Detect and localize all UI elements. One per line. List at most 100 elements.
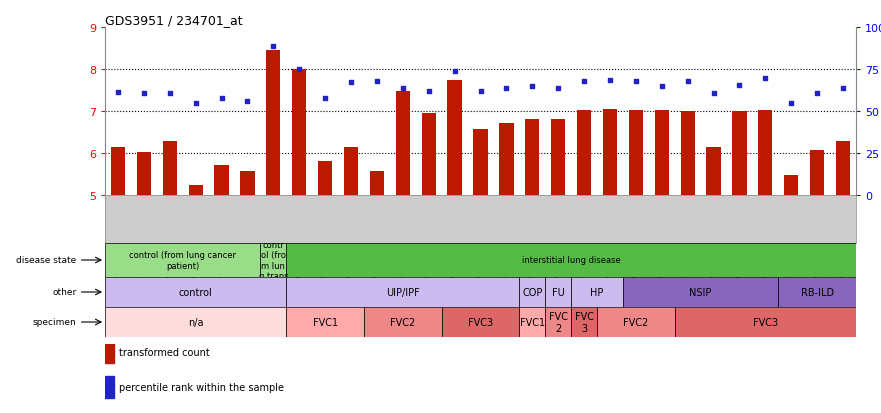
- Text: control (from lung cancer
patient): control (from lung cancer patient): [130, 251, 236, 270]
- Point: [318, 95, 332, 102]
- Text: other: other: [52, 288, 77, 297]
- Point: [292, 66, 307, 73]
- Point: [629, 78, 643, 85]
- FancyBboxPatch shape: [286, 277, 519, 307]
- FancyBboxPatch shape: [519, 277, 545, 307]
- Bar: [810, 150, 825, 195]
- Point: [500, 85, 514, 92]
- Text: FVC3: FVC3: [752, 317, 778, 327]
- Point: [473, 88, 487, 95]
- Point: [577, 78, 591, 85]
- Text: GDS3951 / 234701_at: GDS3951 / 234701_at: [105, 14, 242, 27]
- Bar: [111, 147, 125, 195]
- Point: [396, 85, 410, 92]
- FancyBboxPatch shape: [261, 243, 286, 277]
- FancyBboxPatch shape: [286, 307, 364, 337]
- FancyBboxPatch shape: [545, 277, 571, 307]
- Text: n/a: n/a: [188, 317, 204, 327]
- Point: [422, 88, 436, 95]
- Point: [189, 100, 203, 107]
- Bar: [105, 376, 114, 398]
- FancyBboxPatch shape: [364, 307, 441, 337]
- Bar: [448, 80, 462, 195]
- Bar: [105, 342, 114, 363]
- Text: RB-ILD: RB-ILD: [801, 287, 833, 297]
- Bar: [759, 111, 773, 195]
- Point: [111, 90, 125, 96]
- FancyBboxPatch shape: [571, 307, 597, 337]
- Text: transformed count: transformed count: [119, 347, 210, 357]
- Point: [525, 83, 539, 90]
- Point: [448, 69, 462, 75]
- Text: FVC
3: FVC 3: [574, 311, 594, 333]
- Bar: [241, 172, 255, 195]
- Bar: [525, 119, 539, 195]
- Text: interstitial lung disease: interstitial lung disease: [522, 256, 620, 265]
- Point: [370, 78, 384, 85]
- Bar: [680, 112, 695, 195]
- FancyBboxPatch shape: [105, 277, 286, 307]
- Point: [241, 98, 255, 104]
- Point: [836, 85, 850, 92]
- FancyBboxPatch shape: [519, 307, 545, 337]
- Point: [603, 77, 617, 83]
- Text: COP: COP: [522, 287, 543, 297]
- Text: FVC2: FVC2: [390, 317, 416, 327]
- Bar: [629, 111, 643, 195]
- Text: FU: FU: [552, 287, 565, 297]
- Bar: [396, 92, 410, 195]
- Bar: [266, 51, 280, 195]
- Bar: [552, 119, 566, 195]
- Bar: [784, 176, 798, 195]
- Text: FVC1: FVC1: [313, 317, 337, 327]
- FancyBboxPatch shape: [441, 307, 519, 337]
- Text: NSIP: NSIP: [690, 287, 712, 297]
- Bar: [370, 171, 384, 195]
- Text: FVC2: FVC2: [623, 317, 648, 327]
- Point: [344, 80, 358, 87]
- Bar: [292, 70, 307, 195]
- Point: [137, 91, 151, 97]
- FancyBboxPatch shape: [286, 243, 856, 277]
- Bar: [318, 161, 332, 195]
- Bar: [422, 114, 436, 195]
- Bar: [577, 111, 591, 195]
- Point: [707, 91, 721, 97]
- Bar: [137, 153, 151, 195]
- FancyBboxPatch shape: [105, 243, 261, 277]
- Text: FVC1: FVC1: [520, 317, 544, 327]
- Text: FVC
2: FVC 2: [549, 311, 567, 333]
- Point: [784, 101, 798, 107]
- Point: [759, 76, 773, 82]
- Text: control: control: [179, 287, 212, 297]
- Bar: [163, 142, 177, 195]
- Bar: [214, 165, 229, 195]
- Text: HP: HP: [590, 287, 603, 297]
- Text: FVC3: FVC3: [468, 317, 493, 327]
- FancyBboxPatch shape: [675, 307, 856, 337]
- Text: percentile rank within the sample: percentile rank within the sample: [119, 382, 284, 392]
- Point: [163, 91, 177, 97]
- Text: disease state: disease state: [16, 256, 77, 265]
- FancyBboxPatch shape: [778, 277, 856, 307]
- Text: contr
ol (fro
m lun
g trans: contr ol (fro m lun g trans: [258, 240, 288, 280]
- FancyBboxPatch shape: [545, 307, 571, 337]
- Point: [266, 43, 280, 50]
- FancyBboxPatch shape: [597, 307, 675, 337]
- Point: [811, 91, 825, 97]
- Point: [732, 83, 746, 89]
- Bar: [707, 147, 721, 195]
- Point: [214, 96, 228, 102]
- Bar: [732, 112, 746, 195]
- Bar: [603, 109, 617, 195]
- Text: UIP/IPF: UIP/IPF: [386, 287, 419, 297]
- Bar: [500, 123, 514, 195]
- Text: specimen: specimen: [33, 318, 77, 327]
- Bar: [655, 110, 669, 195]
- FancyBboxPatch shape: [623, 277, 778, 307]
- Bar: [836, 142, 850, 195]
- Point: [655, 83, 669, 90]
- Point: [681, 78, 695, 85]
- FancyBboxPatch shape: [105, 307, 286, 337]
- Bar: [473, 129, 487, 195]
